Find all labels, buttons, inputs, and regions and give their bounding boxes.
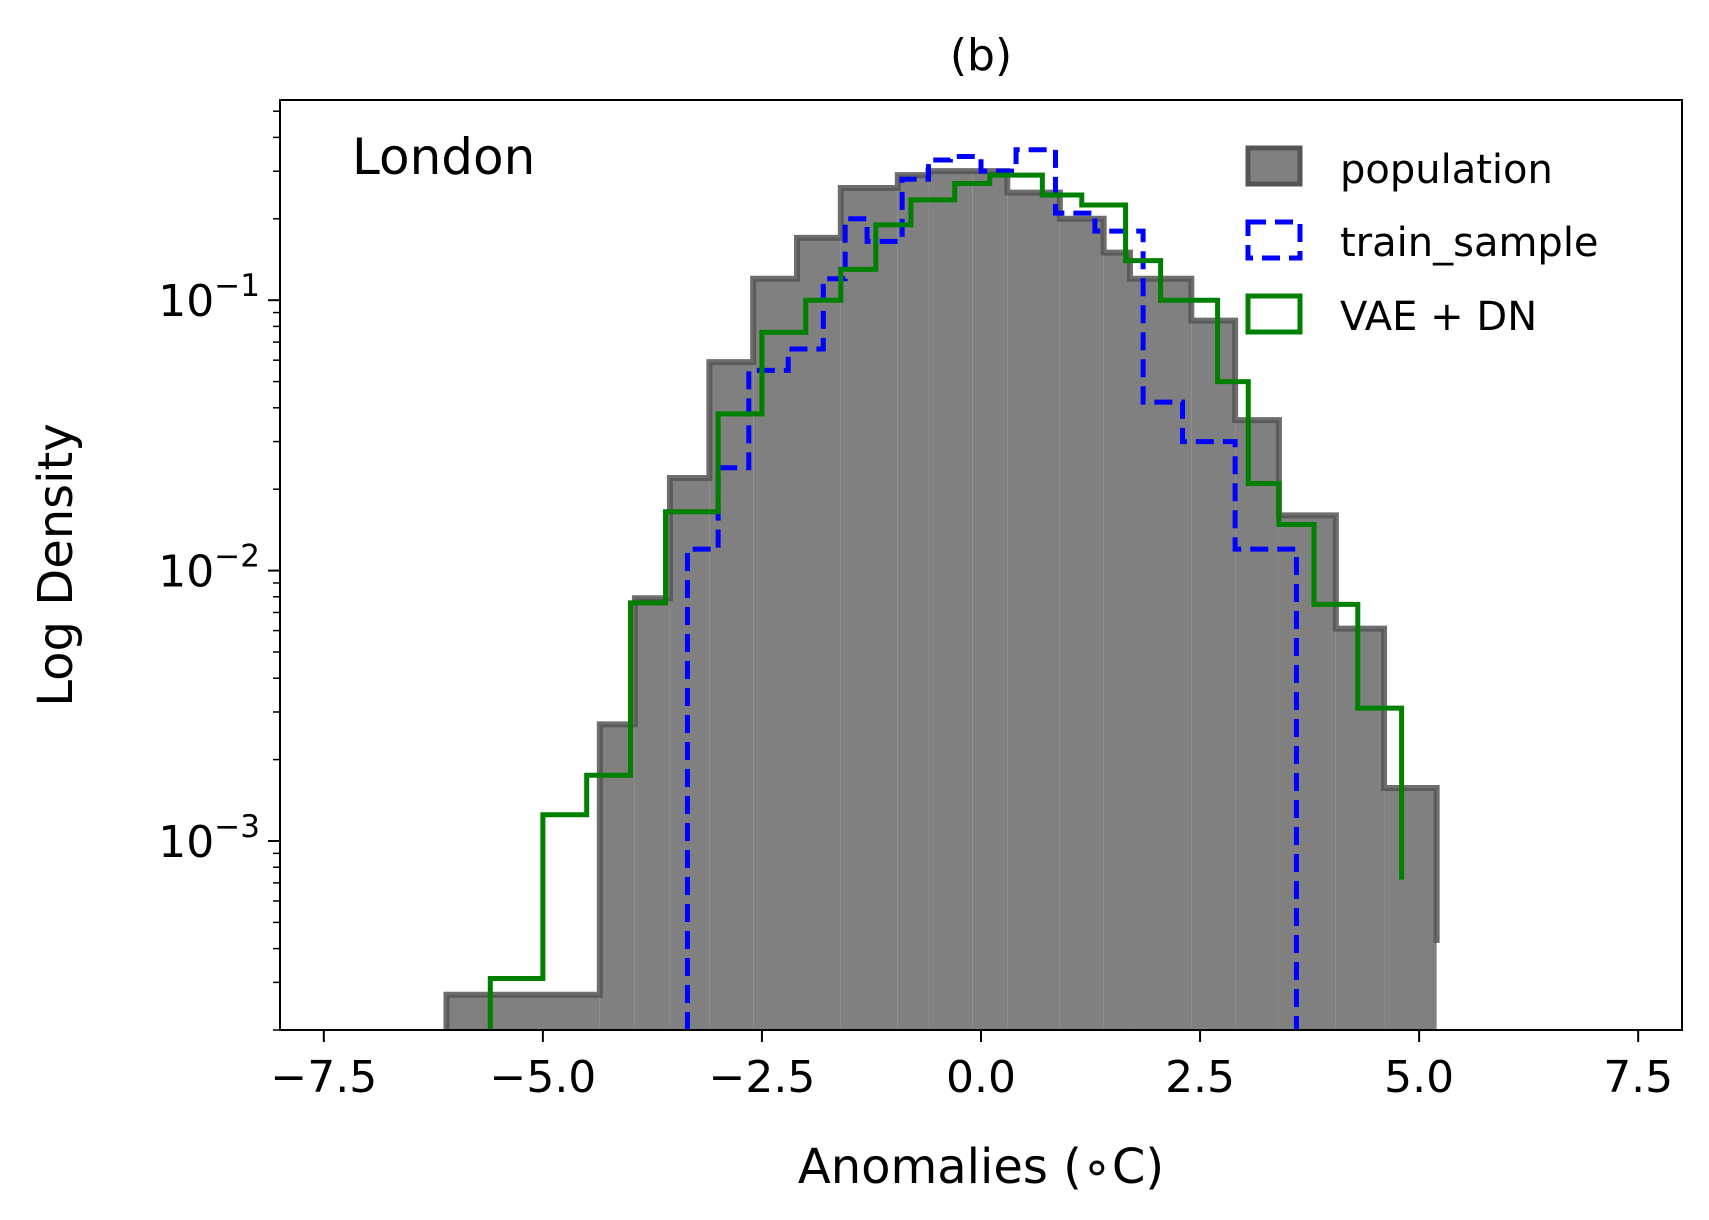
plot-area <box>443 147 1440 1030</box>
series-vae-dn <box>487 172 1405 1030</box>
x-tick-label: 0.0 <box>946 1052 1016 1103</box>
legend-label-train-sample: train_sample <box>1340 220 1599 266</box>
legend: population train_sample VAE + DN <box>1245 145 1599 340</box>
legend-label-population: population <box>1340 147 1553 193</box>
y-axis-label: Log Density <box>28 423 84 706</box>
population-bar <box>928 171 973 1030</box>
population-bar <box>634 598 670 1030</box>
legend-entry-population: population <box>1245 145 1553 193</box>
legend-entry-vae-dn: VAE + DN <box>1245 293 1537 340</box>
y-tick-label: 10−3 <box>158 809 260 868</box>
x-axis: −7.5 −5.0 −2.5 0.0 2.5 5.0 7.5 <box>270 1030 1673 1103</box>
population-bar <box>1235 420 1279 1030</box>
y-tick-label: 10−1 <box>158 268 260 327</box>
x-tick-label: −7.5 <box>270 1052 377 1103</box>
population-bar <box>1129 278 1192 1030</box>
city-annotation: London <box>352 128 535 186</box>
population-bar <box>796 237 841 1030</box>
legend-swatch-vae-dn <box>1245 293 1303 335</box>
population-bar <box>1059 218 1104 1030</box>
vae-dn-line <box>487 172 1405 1030</box>
population-outline <box>443 168 1440 1030</box>
x-tick-label: −5.0 <box>489 1052 596 1103</box>
chart-title: (b) <box>950 30 1012 81</box>
population-bar <box>1191 320 1236 1030</box>
legend-label-vae-dn: VAE + DN <box>1340 294 1537 340</box>
population-bar <box>446 994 600 1030</box>
population-bar <box>1103 252 1130 1030</box>
series-population <box>443 168 1440 1030</box>
x-tick-label: 2.5 <box>1165 1052 1235 1103</box>
x-tick-label: −2.5 <box>709 1052 816 1103</box>
x-tick-label: 7.5 <box>1603 1052 1673 1103</box>
x-axis-label: Anomalies (∘C) <box>798 1139 1164 1195</box>
legend-entry-train-sample: train_sample <box>1245 219 1599 266</box>
population-bar <box>840 187 898 1030</box>
population-bar <box>972 171 1008 1030</box>
series-train-sample <box>684 147 1299 1030</box>
population-bar <box>897 175 929 1030</box>
train-sample-line <box>684 147 1299 1030</box>
population-bar <box>1384 788 1437 1030</box>
population-bar <box>1007 192 1060 1030</box>
population-bar <box>1278 515 1336 1030</box>
y-tick-label: 10−2 <box>158 539 260 598</box>
legend-swatch-population <box>1245 145 1303 187</box>
y-axis: 10−1 10−2 10−3 <box>158 110 280 1031</box>
legend-swatch-train-sample <box>1245 219 1303 261</box>
x-tick-label: 5.0 <box>1384 1052 1454 1103</box>
